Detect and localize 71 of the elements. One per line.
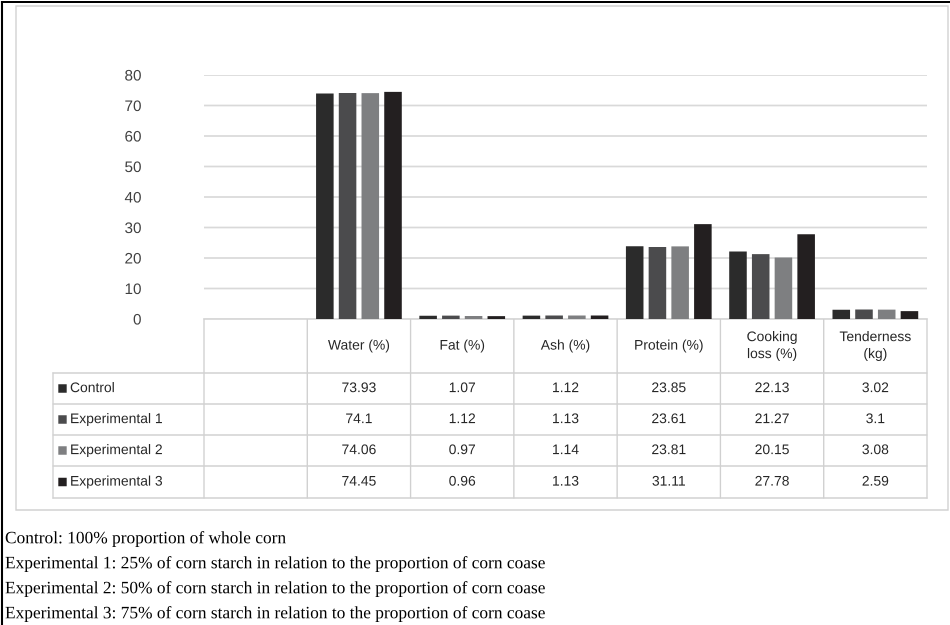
data-label: 73.93 [342,382,376,392]
bar [648,246,666,319]
data-label: 0.97 [449,444,476,454]
y-tick-label: 40 [124,192,141,203]
data-label: 1.13 [553,476,578,486]
legend-label: Experimental 1 [71,413,162,426]
data-label: 3.08 [862,444,888,454]
bar [671,246,689,319]
bar [752,254,770,319]
legend-label: Experimental 3 [71,476,162,488]
y-tick-label: 0 [134,314,141,325]
data-label: 74.45 [342,476,376,486]
data-label: 3.1 [866,413,884,424]
data-label: 21.27 [755,413,789,424]
data-label: 1.12 [450,413,476,424]
x-tick-label: Fat (%) [440,340,484,352]
legend-label: Control [70,382,114,392]
y-tick-label: 20 [125,252,141,264]
text: Experimental 3: 75% of corn starch in relation to the proportion of corn coase [6,606,545,622]
x-tick-label: Ash (%) [540,340,590,352]
data-label: 23.85 [652,382,686,392]
bar [442,316,460,319]
bar [626,246,644,319]
bar [878,310,896,319]
x-tick-label: Tenderness (kg) [840,331,911,361]
data-label: 31.11 [652,476,685,486]
bar [729,252,747,319]
data-label: 27.78 [755,476,789,486]
y-tick-label: 80 [125,70,141,81]
bar [316,94,334,319]
bar [832,310,850,319]
bar [568,316,586,319]
bar [522,316,540,319]
bar [590,316,608,319]
data-label: 1.14 [553,444,579,454]
data-label: 74.1 [346,414,372,424]
bar [362,93,380,319]
y-tick-label: 30 [125,222,141,234]
bar [694,224,712,319]
data-label: 3.02 [862,382,888,392]
text: Experimental 1: 25% of corn starch in relation to the proportion of corn coase [6,556,545,572]
data-label: 2.59 [862,476,888,486]
text: Control: 100% proportion of whole corn [6,531,286,547]
data-label: 1.12 [553,382,578,392]
data-label: 0.96 [449,476,476,486]
data-label: 74.06 [342,444,376,454]
x-tick-label: Water (%) [328,340,390,352]
data-label: 20.15 [755,444,789,454]
bar [855,310,873,319]
data-label: 23.81 [652,444,686,454]
bar [488,316,506,319]
bar [774,258,792,319]
data-label: 23.61 [652,413,686,424]
y-tick-label: 50 [125,161,141,172]
y-tick-label: 70 [125,100,141,112]
bar [900,311,918,319]
data-label: 22.13 [755,382,789,392]
bar [384,92,402,319]
data-label: 1.13 [553,413,578,424]
bar [797,234,815,319]
y-tick-label: 10 [126,283,141,294]
bar [464,316,482,319]
text: Experimental 2: 50% of corn starch in relation to the proportion of corn coase [6,581,545,597]
legend-label: Experimental 2 [71,444,162,457]
bar [545,316,563,319]
bar [419,316,437,319]
y-tick-label: 60 [125,130,141,142]
x-tick-label: Cooking loss (%) [747,331,797,361]
x-tick-label: Protein (%) [635,340,703,352]
data-label: 1.07 [450,382,476,392]
bar [338,92,356,319]
